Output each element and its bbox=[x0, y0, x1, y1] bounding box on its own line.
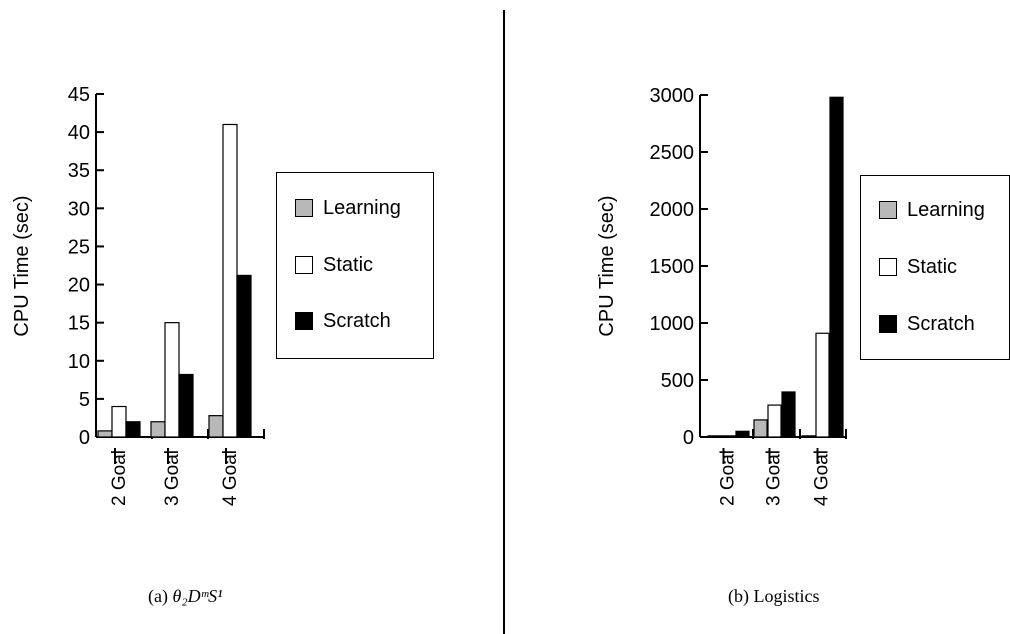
chart-a-y-tick-label: 40 bbox=[68, 122, 90, 144]
chart-b-y-tick-label: 1500 bbox=[650, 256, 695, 278]
legend-a-swatch-scratch bbox=[295, 312, 313, 330]
legend-b-label-static: Static bbox=[907, 255, 958, 278]
chart-b-y-tick-label: 3000 bbox=[650, 85, 695, 107]
chart-b-y-tick-label: 1000 bbox=[650, 313, 695, 335]
legend-b-label-learning: Learning bbox=[907, 198, 985, 221]
legend-b: Learning Static Scratch bbox=[860, 175, 1010, 360]
chart-a-bar bbox=[97, 430, 113, 438]
chart-a-bar bbox=[111, 405, 127, 438]
chart-a-category-label: 2 Goal bbox=[109, 450, 130, 506]
chart-b-bar bbox=[735, 430, 750, 438]
legend-b-swatch-static bbox=[879, 258, 897, 276]
legend-b-label-scratch: Scratch bbox=[907, 312, 975, 335]
chart-a-y-tick-label: 10 bbox=[68, 351, 90, 373]
chart-a-y-tick-label: 20 bbox=[68, 275, 90, 297]
chart-a-bar bbox=[178, 373, 194, 438]
legend-a-swatch-static bbox=[295, 256, 313, 274]
legend-b-swatch-learning bbox=[879, 201, 897, 219]
legend-b-item-learning: Learning bbox=[879, 198, 985, 222]
chart-b-category-label: 3 Goal bbox=[764, 450, 785, 506]
caption-a-math: θ₂DᵐS¹ bbox=[172, 586, 223, 606]
caption-a-prefix: (a) bbox=[148, 586, 173, 606]
legend-a-item-scratch: Scratch bbox=[295, 309, 391, 333]
chart-b-y-tick-label: 2500 bbox=[650, 142, 695, 164]
chart-b-y-tick-label: 0 bbox=[683, 427, 694, 449]
chart-b-y-tick-label: 2000 bbox=[650, 199, 695, 221]
chart-a-y-axis-label: CPU Time (sec) bbox=[11, 195, 33, 336]
chart-b-bar bbox=[781, 391, 796, 438]
chart-a-bar bbox=[125, 421, 141, 438]
chart-b-bar bbox=[707, 435, 722, 438]
legend-a-swatch-learning bbox=[295, 199, 313, 217]
legend-a-label-learning: Learning bbox=[323, 196, 401, 219]
chart-a-bar bbox=[208, 415, 224, 438]
legend-b-item-scratch: Scratch bbox=[879, 312, 975, 336]
caption-a: (a) θ₂DᵐS¹ bbox=[148, 586, 223, 607]
legend-a: Learning Static Scratch bbox=[276, 172, 434, 359]
chart-b-bar bbox=[815, 332, 830, 438]
chart-b-bar bbox=[753, 419, 768, 438]
legend-b-item-static: Static bbox=[879, 255, 957, 279]
chart-a-bar bbox=[150, 421, 166, 438]
legend-a-label-static: Static bbox=[323, 253, 374, 276]
chart-a-y-tick-label: 5 bbox=[79, 389, 90, 411]
chart-a-y-tick-label: 35 bbox=[68, 160, 90, 182]
chart-b-category-label: 2 Goal bbox=[718, 450, 739, 506]
chart-a-y-tick-label: 30 bbox=[68, 198, 90, 220]
caption-b: (b) Logistics bbox=[728, 586, 820, 607]
chart-b-bar bbox=[829, 96, 844, 438]
caption-b-text: (b) Logistics bbox=[728, 586, 820, 606]
chart-b-y-axis-label: CPU Time (sec) bbox=[596, 195, 618, 336]
panel-divider bbox=[503, 10, 505, 634]
chart-a-category-label: 3 Goal bbox=[162, 450, 183, 506]
legend-a-item-static: Static bbox=[295, 253, 373, 277]
chart-a-bar bbox=[164, 322, 180, 438]
chart-b-bar bbox=[767, 404, 782, 438]
legend-a-item-learning: Learning bbox=[295, 196, 401, 220]
chart-b-y-tick-label: 500 bbox=[661, 370, 694, 392]
chart-a-y-tick-label: 15 bbox=[68, 313, 90, 335]
chart-b-category-label: 4 Goal bbox=[812, 450, 833, 506]
legend-a-label-scratch: Scratch bbox=[323, 309, 391, 332]
chart-a-y-tick-label: 0 bbox=[79, 427, 90, 449]
chart-a-y-tick-label: 25 bbox=[68, 236, 90, 258]
chart-b-bar bbox=[721, 435, 736, 438]
chart-b-bar bbox=[801, 435, 816, 438]
chart-a-y-tick-label: 45 bbox=[68, 84, 90, 106]
chart-a-category-label: 4 Goal bbox=[220, 450, 241, 506]
chart-a-bar bbox=[236, 274, 252, 438]
legend-b-swatch-scratch bbox=[879, 315, 897, 333]
chart-a-bar bbox=[222, 123, 238, 438]
